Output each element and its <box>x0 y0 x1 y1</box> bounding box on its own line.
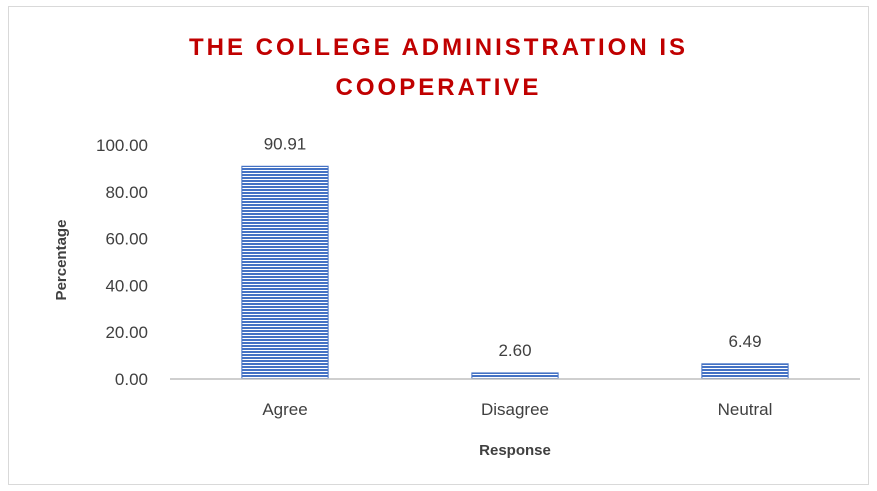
data-label-agree: 90.91 <box>264 134 307 153</box>
chart-frame <box>8 6 869 485</box>
x-axis-ticks: Agree Disagree Neutral <box>262 400 772 419</box>
data-label-neutral: 6.49 <box>728 332 761 351</box>
x-tick-label-disagree: Disagree <box>481 400 549 419</box>
data-label-disagree: 2.60 <box>498 341 531 360</box>
chart-title-line-1: THE COLLEGE ADMINISTRATION IS <box>189 34 688 61</box>
bars <box>241 165 789 380</box>
bar-neutral <box>701 363 789 380</box>
y-tick-label: 100.00 <box>96 136 148 155</box>
x-tick-label-neutral: Neutral <box>718 400 773 419</box>
chart-title: THE COLLEGE ADMINISTRATION IS COOPERATIV… <box>0 28 877 108</box>
y-tick-label: 20.00 <box>105 323 148 342</box>
y-tick-label: 80.00 <box>105 183 148 202</box>
chart-title-line-2: COOPERATIVE <box>335 74 542 101</box>
y-axis-title: Percentage <box>53 220 70 301</box>
y-tick-label: 60.00 <box>105 230 148 249</box>
bar-disagree <box>471 372 559 380</box>
y-tick-label: 40.00 <box>105 276 148 295</box>
y-tick-label: 0.00 <box>115 370 148 389</box>
x-axis-title: Response <box>479 442 551 459</box>
bar-agree <box>241 165 329 380</box>
y-axis-ticks: 0.00 20.00 40.00 60.00 80.00 100.00 <box>96 136 148 389</box>
data-labels: 90.91 2.60 6.49 <box>264 134 762 360</box>
x-tick-label-agree: Agree <box>262 400 307 419</box>
